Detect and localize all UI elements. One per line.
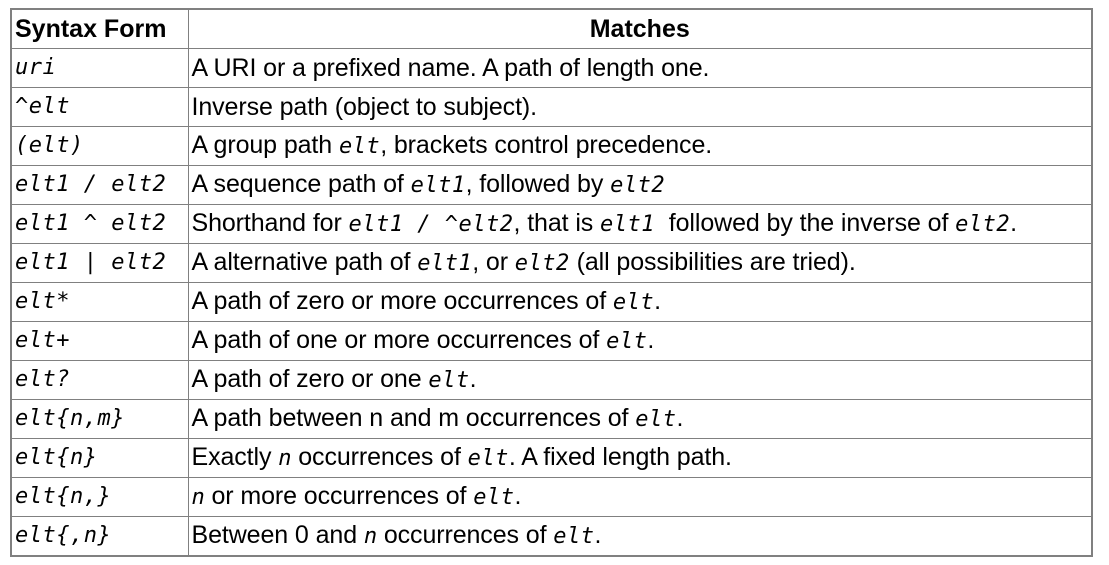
description-text: .	[1010, 209, 1017, 237]
matches-cell: n or more occurrences of elt.	[187, 477, 1093, 517]
description-text: , followed by	[465, 170, 611, 198]
table-row: (elt) A group path elt, brackets control …	[10, 126, 1093, 166]
description-text: occurrences of	[377, 521, 554, 549]
matches-cell: A URI or a prefixed name. A path of leng…	[187, 48, 1093, 88]
syntax-form-cell: elt1 | elt2	[10, 243, 189, 283]
description-text: (all possibilities are tried).	[569, 248, 856, 276]
description-text: .	[514, 482, 522, 510]
inline-code: elt	[553, 524, 595, 549]
inline-variable: n	[191, 485, 205, 510]
description-text: Inverse path (object to subject).	[191, 93, 538, 121]
matches-cell: A path of zero or one elt.	[187, 360, 1093, 400]
table-row: elt* A path of zero or more occurrences o…	[10, 282, 1093, 322]
inline-code: elt	[428, 368, 470, 393]
syntax-form-cell: (elt)	[10, 126, 189, 166]
description-text: Exactly	[191, 443, 279, 471]
inline-code: elt1	[600, 212, 669, 237]
inline-code: elt1	[410, 173, 466, 198]
table-row: elt{,n} Between 0 and n occurrences of el…	[10, 516, 1093, 557]
description-text: A sequence path of	[191, 170, 411, 198]
inline-variable: n	[278, 446, 292, 471]
inline-code: elt	[338, 134, 381, 159]
table-row: elt1 | elt2 A alternative path of elt1, o…	[10, 243, 1093, 283]
description-text: , brackets control precedence.	[380, 131, 713, 159]
table-header: Syntax Form Matches	[10, 8, 1093, 49]
description-text: A URI or a prefixed name. A path of leng…	[191, 54, 710, 82]
description-text: occurrences of	[291, 443, 468, 471]
syntax-form-cell: elt{,n}	[10, 516, 189, 557]
syntax-form-cell: ^elt	[10, 87, 189, 127]
inline-code: elt	[612, 290, 655, 315]
description-text: A path of zero or more occurrences of	[191, 287, 613, 315]
description-text: , that is	[513, 209, 601, 237]
matches-cell: Shorthand for elt1 / ^elt2, that is elt1…	[187, 204, 1093, 244]
description-text: A group path	[191, 131, 339, 159]
inline-code: elt	[635, 407, 677, 432]
syntax-form-cell: elt{n,}	[10, 477, 189, 517]
column-header-matches: Matches	[187, 8, 1093, 49]
table-row: elt1 ^ elt2 Shorthand for elt1 / ^elt2, t…	[10, 204, 1093, 244]
matches-cell: Exactly n occurrences of elt. A fixed le…	[187, 438, 1093, 478]
description-text: A alternative path of	[191, 248, 418, 276]
matches-cell: A path of zero or more occurrences of el…	[187, 282, 1093, 322]
header-row: Syntax Form Matches	[10, 8, 1093, 49]
syntax-form-cell: elt1 / elt2	[10, 165, 189, 205]
inline-variable: n	[363, 524, 377, 549]
syntax-table-container: Syntax Form Matches uri A URI or a prefix…	[10, 8, 1093, 557]
syntax-form-cell: elt?	[10, 360, 189, 400]
table-row: ^elt Inverse path (object to subject).	[10, 87, 1093, 127]
description-text: A path between n and m occurrences of	[191, 404, 636, 432]
table-row: elt1 / elt2 A sequence path of elt1, foll…	[10, 165, 1093, 205]
matches-cell: Inverse path (object to subject).	[187, 87, 1093, 127]
table-row: uri A URI or a prefixed name. A path of l…	[10, 48, 1093, 88]
description-text: Between 0 and	[191, 521, 364, 549]
property-path-syntax-table: Syntax Form Matches uri A URI or a prefix…	[10, 8, 1093, 557]
description-text: followed by the inverse of	[668, 209, 956, 237]
description-text: .	[647, 326, 655, 354]
column-header-syntax-form: Syntax Form	[10, 8, 189, 49]
table-row: elt+ A path of one or more occurrences of…	[10, 321, 1093, 361]
description-text: . A fixed length path.	[508, 443, 732, 471]
description-text: .	[676, 404, 684, 432]
table-row: elt{n,} n or more occurrences of elt.	[10, 477, 1093, 517]
inline-code: elt2	[514, 251, 570, 276]
table-row: elt? A path of zero or one elt.	[10, 360, 1093, 400]
description-text: A path of zero or one	[191, 365, 429, 393]
syntax-form-cell: elt{n,m}	[10, 399, 189, 439]
description-text: A path of one or more occurrences of	[191, 326, 607, 354]
table-row: elt{n,m} A path between n and m occurrenc…	[10, 399, 1093, 439]
description-text: .	[469, 365, 477, 393]
syntax-form-cell: elt1 ^ elt2	[10, 204, 189, 244]
syntax-form-cell: elt*	[10, 282, 189, 322]
matches-cell: A path of one or more occurrences of elt…	[187, 321, 1093, 361]
inline-code: elt1	[417, 251, 473, 276]
matches-cell: A sequence path of elt1, followed by elt…	[187, 165, 1093, 205]
inline-code: elt	[467, 446, 509, 471]
inline-code: elt	[473, 485, 515, 510]
inline-code: elt2	[955, 212, 1011, 237]
description-text: .	[654, 287, 662, 315]
description-text: Shorthand for	[191, 209, 349, 237]
syntax-form-cell: uri	[10, 48, 189, 88]
syntax-form-cell: elt+	[10, 321, 189, 361]
inline-code: elt	[606, 329, 648, 354]
matches-cell: A alternative path of elt1, or elt2 (all…	[187, 243, 1093, 283]
matches-cell: A group path elt, brackets control prece…	[187, 126, 1093, 166]
syntax-form-cell: elt{n}	[10, 438, 189, 478]
table-body: uri A URI or a prefixed name. A path of l…	[10, 48, 1093, 557]
matches-cell: Between 0 and n occurrences of elt.	[187, 516, 1093, 557]
matches-cell: A path between n and m occurrences of el…	[187, 399, 1093, 439]
table-row: elt{n} Exactly n occurrences of elt. A fi…	[10, 438, 1093, 478]
description-text: .	[594, 521, 602, 549]
description-text: , or	[472, 248, 515, 276]
inline-code: elt1 / ^elt2	[348, 212, 514, 237]
inline-code: elt2	[610, 173, 666, 198]
description-text: or more occurrences of	[204, 482, 474, 510]
